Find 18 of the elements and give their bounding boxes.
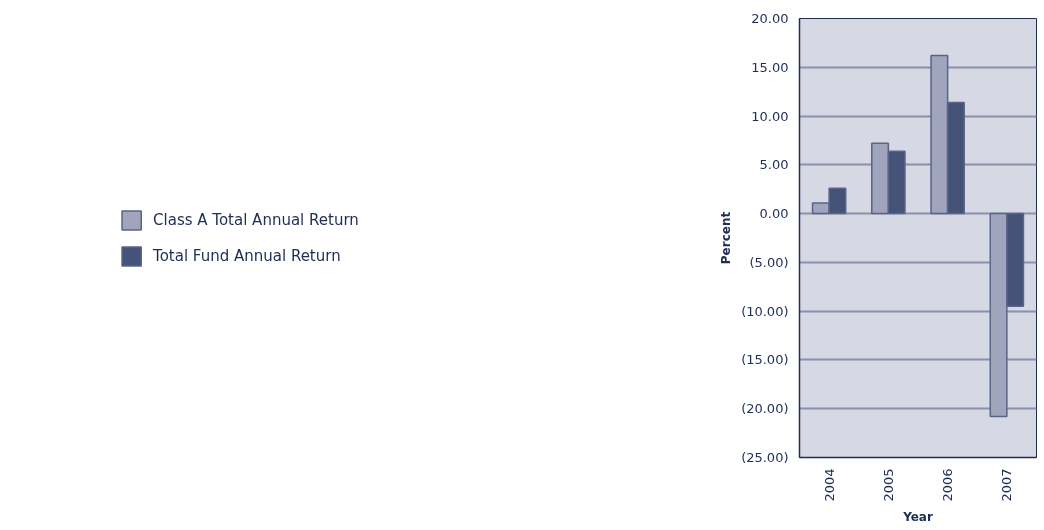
x-tick-label: 2006 <box>940 468 956 502</box>
legend-label: Total Fund Annual Return <box>153 246 341 265</box>
x-tick-label: 2005 <box>880 468 896 502</box>
y-tick-label: (10.00) <box>741 303 789 319</box>
y-tick-label: (15.00) <box>741 352 789 368</box>
y-axis-title: Percent <box>719 211 734 265</box>
y-tick-label: 5.00 <box>759 157 789 173</box>
legend-label: Class A Total Annual Return <box>153 210 359 229</box>
y-tick-label: 0.00 <box>759 206 789 222</box>
x-tick-label: 2004 <box>821 468 837 502</box>
x-tick-label: 2007 <box>999 468 1015 502</box>
y-tick-label: 10.00 <box>751 108 789 124</box>
y-tick-label: 15.00 <box>751 59 789 75</box>
y-tick-label: 20.00 <box>751 11 789 26</box>
x-axis-title: Year <box>902 509 933 524</box>
y-tick-label: (5.00) <box>749 254 789 270</box>
y-tick-label: (25.00) <box>741 450 789 465</box>
y-tick-label: (20.00) <box>741 401 789 417</box>
